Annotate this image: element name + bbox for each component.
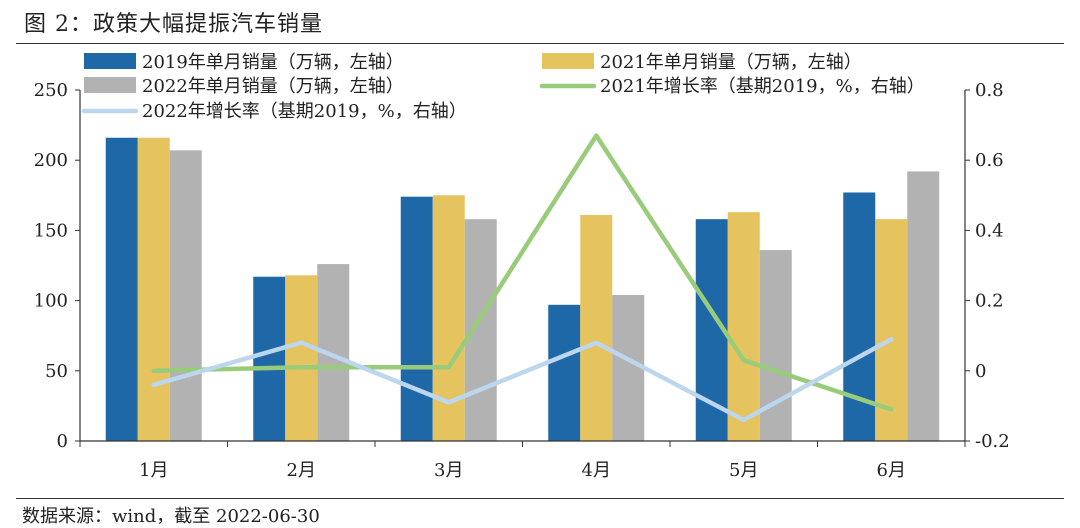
bar-2019-3 [401, 197, 433, 441]
y-right-tick-label: 0.4 [975, 220, 1004, 241]
legend-2021-label: 2021年单月销量（万辆，左轴） [600, 52, 862, 73]
legend-2021-swatch [542, 53, 594, 69]
legend-2022-label: 2022年单月销量（万辆，左轴） [142, 76, 404, 97]
y-left-tick-label: 0 [57, 431, 68, 452]
y-left-tick-label: 50 [45, 361, 68, 382]
combo-chart: 0 50 100 150 200 250 -0.2 0 0.2 0.4 0.6 0.8 1月 2月 3月 4月… [0, 0, 1080, 500]
bar-2022-1 [170, 150, 202, 441]
y-right-tick-label: -0.2 [975, 431, 1010, 452]
source-note: 数据来源：wind，截至 2022-06-30 [22, 502, 320, 528]
x-tick-label: 5月 [729, 460, 758, 481]
legend-2019-swatch [84, 53, 136, 69]
x-tick-label: 4月 [582, 460, 611, 481]
y-right-tick-label: 0.6 [975, 150, 1004, 171]
bar-2019-2 [253, 277, 285, 441]
x-tick-label: 2月 [287, 460, 316, 481]
bar-2021-1 [138, 138, 170, 441]
y-right-tick-label: 0.8 [975, 80, 1004, 101]
bar-2022-6 [907, 171, 939, 441]
x-tick-label: 3月 [434, 460, 463, 481]
y-left-tick-label: 250 [34, 80, 68, 101]
y-right-tick-label: 0.2 [975, 291, 1004, 312]
bar-2021-5 [728, 212, 760, 441]
x-tick-label: 6月 [877, 460, 906, 481]
bar-2021-4 [580, 215, 612, 441]
bar-2022-4 [612, 295, 644, 441]
legend-2019-label: 2019年单月销量（万辆，左轴） [142, 52, 404, 73]
bar-2019-4 [548, 305, 580, 441]
bar-2022-3 [465, 219, 497, 441]
legend-2022-growth-label: 2022年增长率（基期2019，%，右轴） [142, 101, 467, 122]
y-left-tick-label: 200 [34, 150, 68, 171]
bar-2022-5 [760, 250, 792, 441]
bar-2021-2 [285, 275, 317, 441]
bar-2019-1 [106, 138, 138, 441]
x-tick-label: 1月 [139, 460, 168, 481]
legend-2022-swatch [84, 77, 136, 93]
y-left-tick-label: 150 [34, 220, 68, 241]
y-left-tick-label: 100 [34, 291, 68, 312]
source-rule [16, 498, 1064, 499]
legend-2021-growth-label: 2021年增长率（基期2019，%，右轴） [600, 76, 925, 97]
y-right-tick-label: 0 [975, 361, 986, 382]
